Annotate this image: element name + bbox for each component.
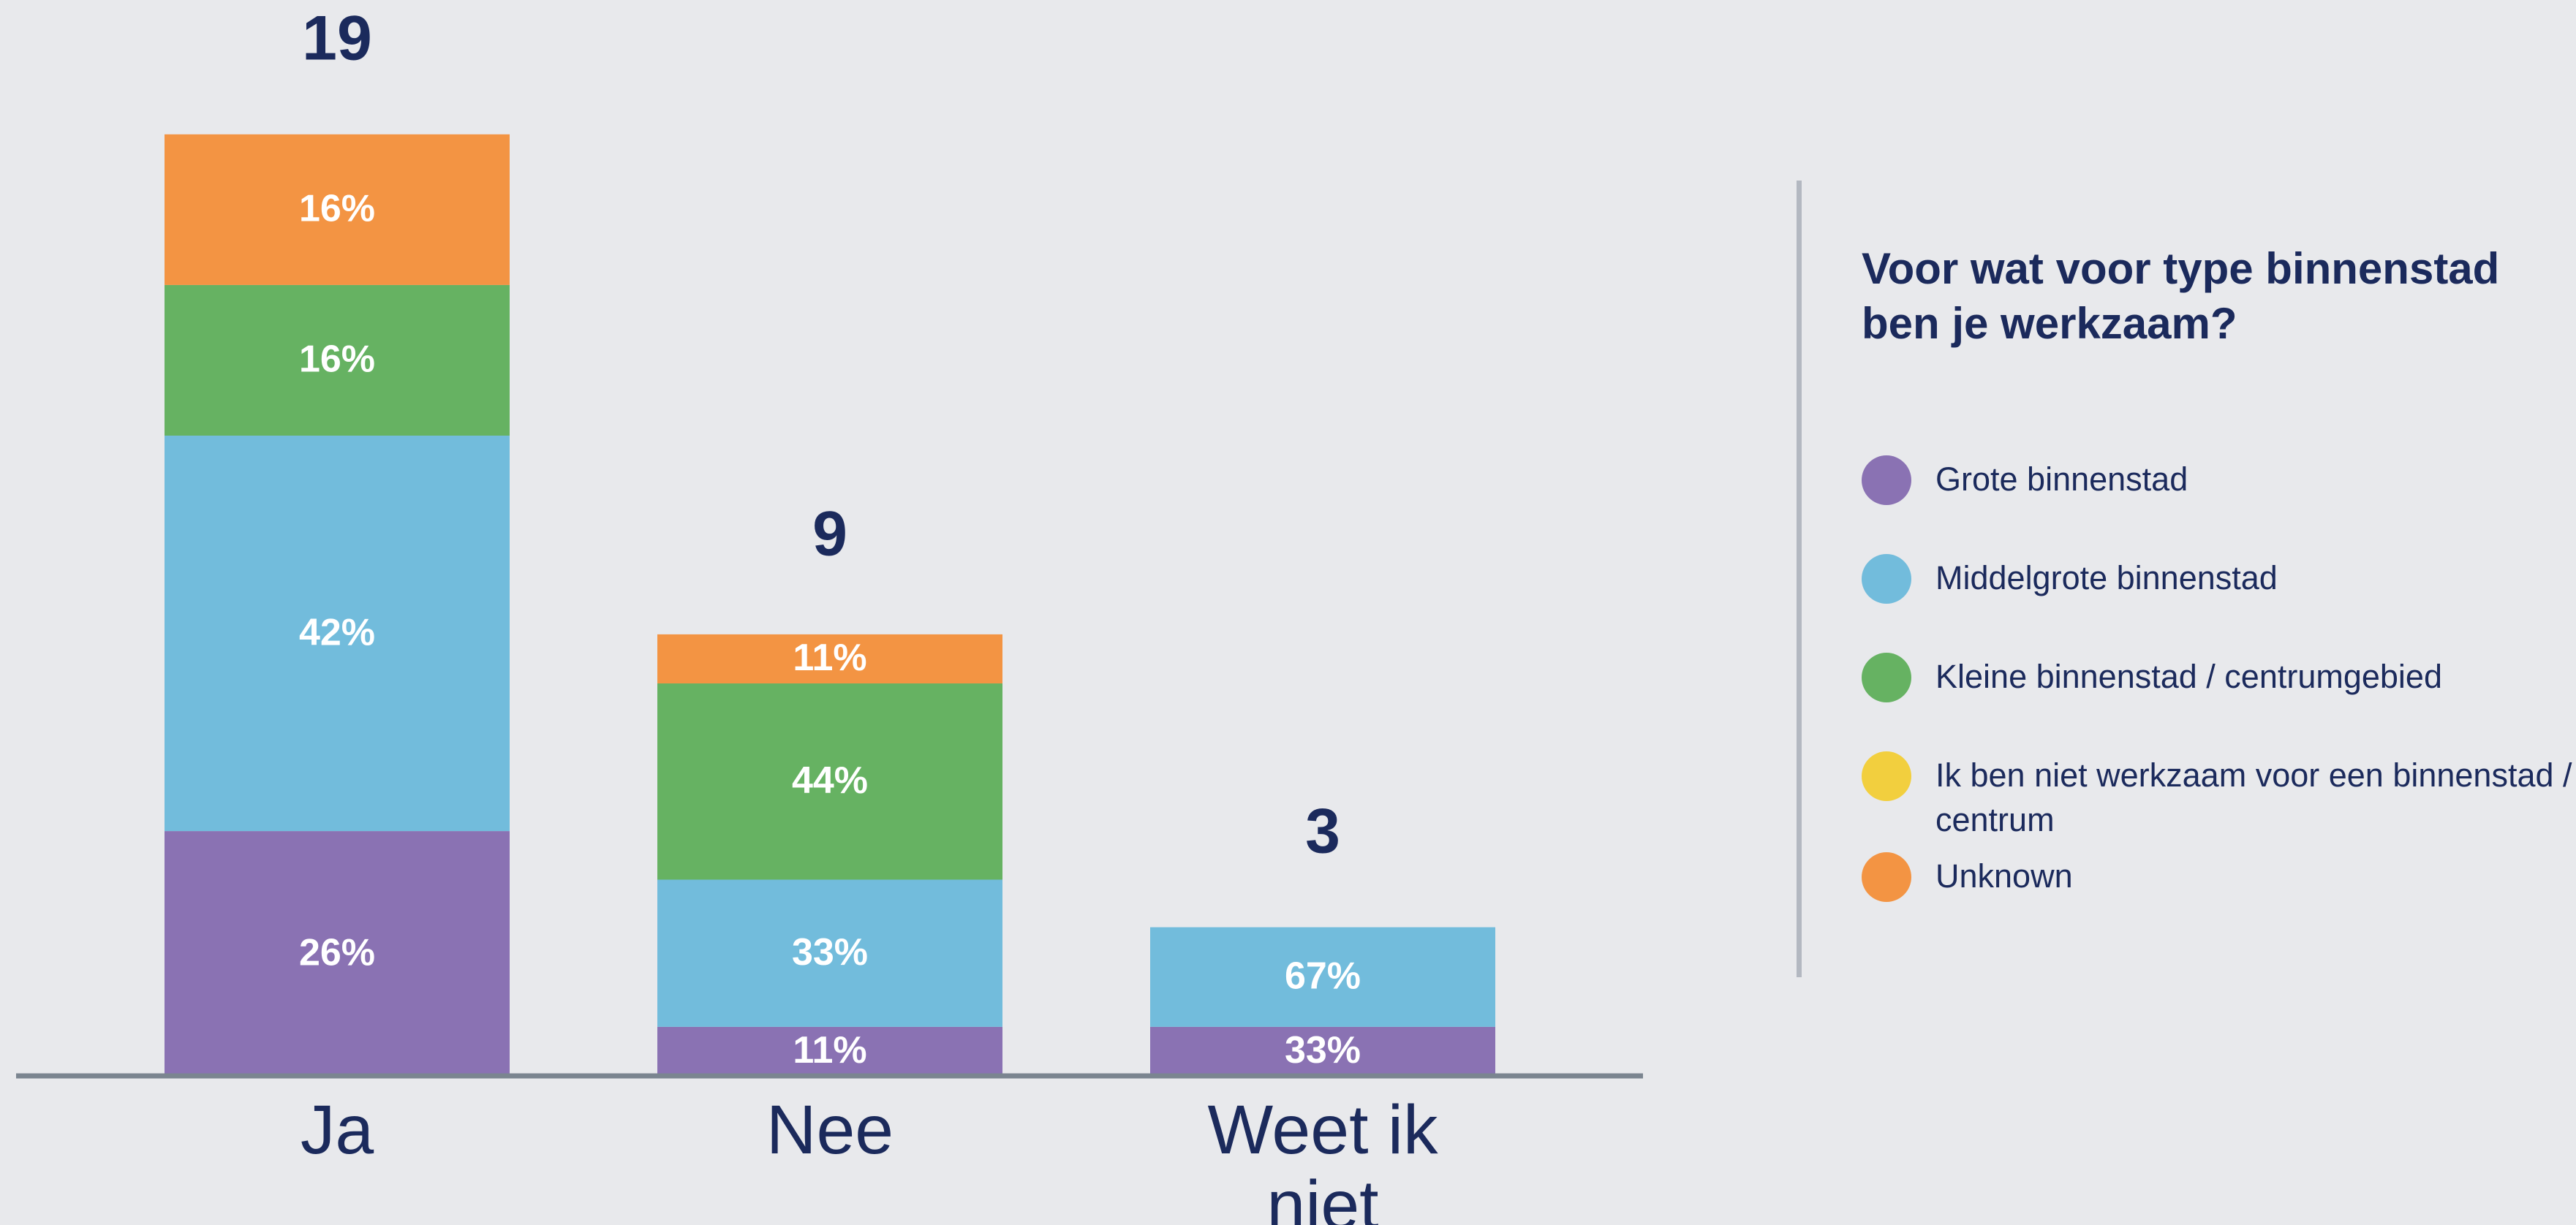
bar-segment xyxy=(165,134,510,285)
bar-segment xyxy=(1150,927,1495,1027)
bar-segment xyxy=(657,1026,1002,1076)
legend-item: Grote binnenstad xyxy=(1862,455,2576,505)
total-label: 3 xyxy=(1305,796,1340,866)
total-label: 19 xyxy=(302,4,372,74)
legend-item: Unknown xyxy=(1862,852,2576,902)
total-label: 9 xyxy=(812,499,847,569)
legend-label: Middelgrote binnenstad xyxy=(1935,559,2278,596)
bar-segment xyxy=(657,879,1002,1027)
x-tick-label: Weet ik niet xyxy=(1207,1091,1438,1225)
bar-segment xyxy=(165,284,510,436)
value-label: 67% xyxy=(1285,955,1361,997)
legend-label: Unknown xyxy=(1935,857,2073,895)
legend-swatch xyxy=(1862,852,1911,902)
divider xyxy=(1797,181,1802,977)
value-label: 44% xyxy=(792,759,868,802)
bar-segment xyxy=(165,831,510,1076)
value-label: 26% xyxy=(299,931,375,974)
legend-swatch xyxy=(1862,455,1911,505)
legend-title: Voor wat voor type binnenstad ben je wer… xyxy=(1862,244,2500,348)
legend-label: Grote binnenstad xyxy=(1935,460,2188,498)
legend-item: Middelgrote binnenstad xyxy=(1862,554,2576,604)
value-label: 33% xyxy=(1285,1029,1361,1072)
x-tick-label: Ja xyxy=(300,1091,374,1169)
legend-swatch xyxy=(1862,554,1911,604)
x-tick-label: Nee xyxy=(766,1091,894,1169)
value-label: 11% xyxy=(793,637,866,679)
value-label: 42% xyxy=(299,611,375,653)
legend-swatch xyxy=(1862,653,1911,702)
legend-label: Kleine binnenstad / centrumgebied xyxy=(1935,658,2442,695)
value-label: 11% xyxy=(793,1029,866,1072)
legend-label: Ik ben niet werkzaam voor een binnenstad… xyxy=(1935,756,2572,838)
bar-segment xyxy=(657,683,1002,880)
value-label: 16% xyxy=(299,338,375,381)
bar-segment xyxy=(165,436,510,832)
value-label: 16% xyxy=(299,188,375,230)
value-label: 33% xyxy=(792,931,868,974)
bar-segment xyxy=(1150,1026,1495,1076)
bar-segment xyxy=(657,634,1002,684)
legend-item: Ik ben niet werkzaam voor een binnenstad… xyxy=(1862,751,2576,843)
legend-swatch xyxy=(1862,751,1911,801)
legend-item: Kleine binnenstad / centrumgebied xyxy=(1862,653,2576,702)
